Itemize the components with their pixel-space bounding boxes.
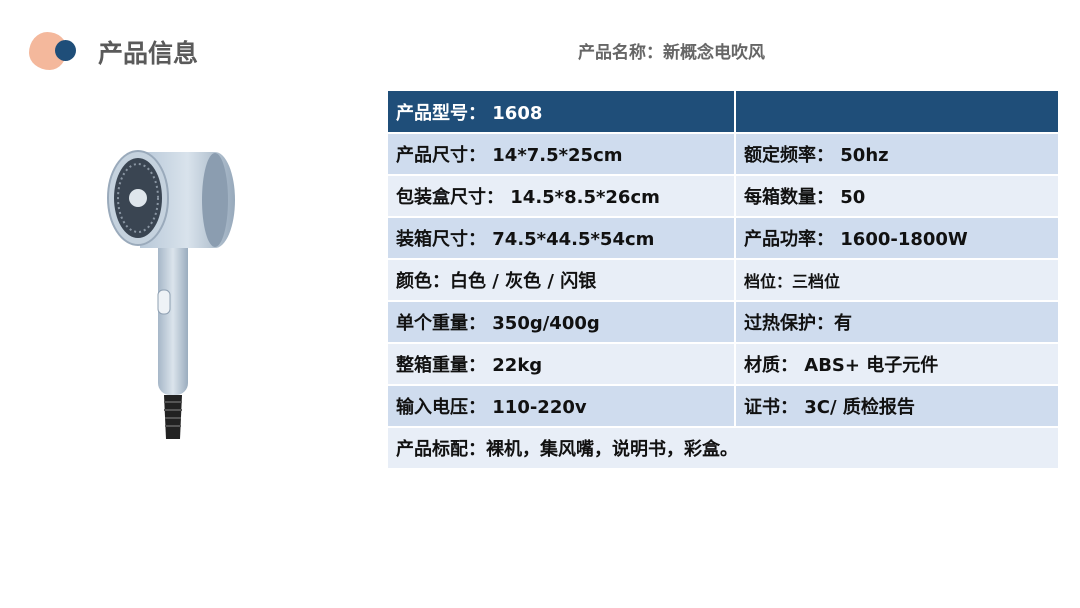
table-row: 装箱尺寸： 74.5*44.5*54cm 产品功率： 1600-1800W [386, 216, 1060, 260]
table-row: 产品尺寸： 14*7.5*25cm 额定频率： 50hz [386, 132, 1060, 176]
model-cell: 产品型号： 1608 [386, 89, 736, 134]
accessories-cell: 产品标配：裸机，集风嘴，说明书，彩盒。 [386, 426, 1060, 470]
spec-cell: 证书： 3C/ 质检报告 [734, 384, 1060, 428]
table-row: 包装盒尺寸： 14.5*8.5*26cm 每箱数量： 50 [386, 174, 1060, 218]
spec-cell: 档位：三档位 [734, 258, 1060, 302]
spec-cell: 输入电压： 110-220v [386, 384, 736, 428]
spec-cell: 产品尺寸： 14*7.5*25cm [386, 132, 736, 176]
spec-cell: 包装盒尺寸： 14.5*8.5*26cm [386, 174, 736, 218]
table-row: 输入电压： 110-220v 证书： 3C/ 质检报告 [386, 384, 1060, 428]
page-title: 产品信息 [98, 39, 199, 68]
spec-cell: 每箱数量： 50 [734, 174, 1060, 218]
spec-table: 产品型号： 1608 产品尺寸： 14*7.5*25cm 额定频率： 50hz 包… [386, 89, 1060, 470]
table-row: 颜色：白色 / 灰色 / 闪银 档位：三档位 [386, 258, 1060, 302]
spec-cell: 装箱尺寸： 74.5*44.5*54cm [386, 216, 736, 260]
empty-header-cell [734, 89, 1060, 134]
spec-cell: 单个重量： 350g/400g [386, 300, 736, 344]
spec-cell: 整箱重量： 22kg [386, 342, 736, 386]
table-header-row: 产品型号： 1608 [386, 89, 1060, 134]
table-row: 产品标配：裸机，集风嘴，说明书，彩盒。 [386, 426, 1060, 470]
hair-dryer-image [107, 150, 235, 439]
table-row: 整箱重量： 22kg 材质： ABS+ 电子元件 [386, 342, 1060, 386]
spec-cell: 产品功率： 1600-1800W [734, 216, 1060, 260]
spec-cell: 过热保护：有 [734, 300, 1060, 344]
logo-blue-dot [55, 40, 76, 61]
table-row: 单个重量： 350g/400g 过热保护：有 [386, 300, 1060, 344]
spec-cell: 材质： ABS+ 电子元件 [734, 342, 1060, 386]
product-name: 产品名称：新概念电吹风 [578, 43, 765, 63]
spec-cell: 额定频率： 50hz [734, 132, 1060, 176]
spec-cell: 颜色：白色 / 灰色 / 闪银 [386, 258, 736, 302]
